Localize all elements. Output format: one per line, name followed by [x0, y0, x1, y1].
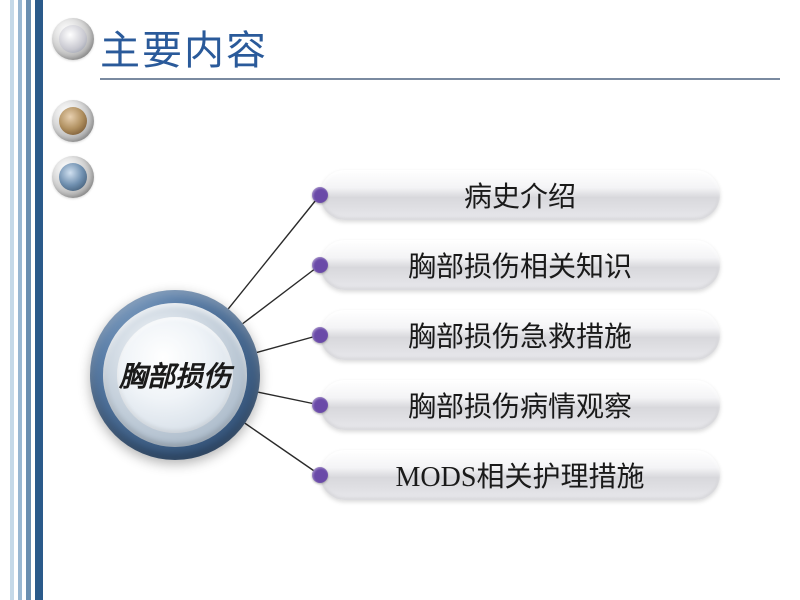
pill-label: 胸部损伤相关知识: [408, 245, 632, 285]
content-pill-3: 胸部损伤病情观察: [320, 380, 720, 430]
deco-icon-0: [52, 18, 94, 60]
pill-label: MODS相关护理措施: [396, 455, 645, 495]
bullet-dot-1: [312, 257, 328, 273]
bullet-dot-4: [312, 467, 328, 483]
deco-icon-2: [52, 156, 94, 198]
hub-label: 胸部损伤: [119, 355, 231, 395]
connector-lines: [0, 0, 800, 600]
hub-circle: 胸部损伤: [90, 290, 260, 460]
deco-icon-1: [52, 100, 94, 142]
content-pill-2: 胸部损伤急救措施: [320, 310, 720, 360]
bullet-dot-3: [312, 397, 328, 413]
bullet-dot-2: [312, 327, 328, 343]
title-underline: [100, 78, 780, 80]
content-pill-4: MODS相关护理措施: [320, 450, 720, 500]
bullet-dot-0: [312, 187, 328, 203]
hub-ring-inner: 胸部损伤: [117, 317, 233, 433]
pill-label: 胸部损伤病情观察: [408, 385, 632, 425]
page-title: 主要内容: [100, 18, 268, 76]
pill-label: 胸部损伤急救措施: [408, 315, 632, 355]
left-stripe: [0, 0, 43, 600]
title-area: 主要内容: [100, 18, 268, 76]
pill-label: 病史介绍: [464, 175, 576, 215]
content-pill-1: 胸部损伤相关知识: [320, 240, 720, 290]
content-pill-0: 病史介绍: [320, 170, 720, 220]
hub-ring-mid: 胸部损伤: [103, 303, 247, 447]
